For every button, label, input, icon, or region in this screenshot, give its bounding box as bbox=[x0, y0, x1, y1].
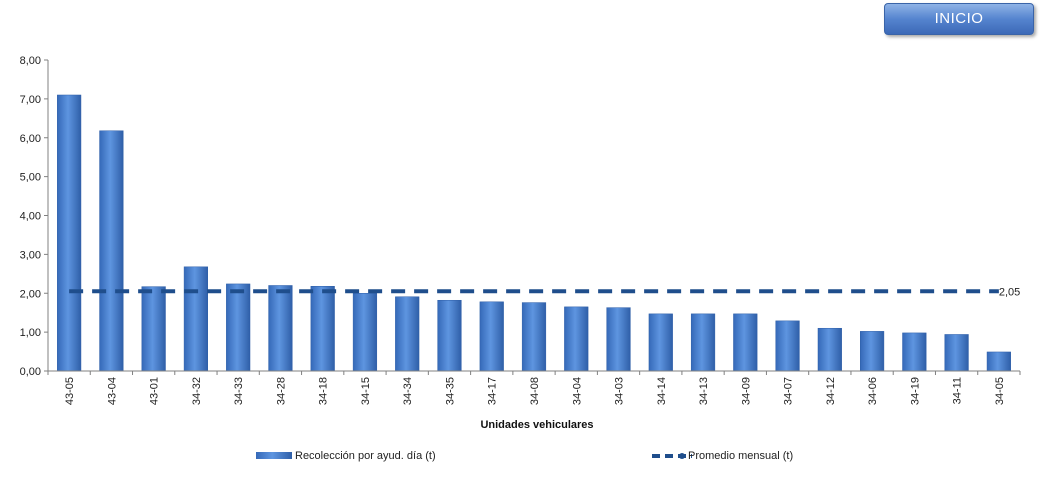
bar-34-34 bbox=[395, 296, 420, 372]
bar-34-07 bbox=[775, 320, 800, 372]
legend: Recolección por ayud. día (t) Promedio m… bbox=[256, 450, 793, 462]
bar-34-17 bbox=[479, 301, 504, 372]
bar-34-28 bbox=[268, 285, 293, 372]
y-axis: 0,00 1,00 2,00 3,00 4,00 5,00 6,00 7,00 8,00 bbox=[20, 55, 49, 378]
bar-43-04 bbox=[99, 130, 124, 372]
legend-label-average: Promedio mensual (t) bbox=[688, 450, 793, 462]
x-tick-label: 34-06 bbox=[867, 377, 879, 405]
inicio-button[interactable]: INICIO bbox=[884, 3, 1034, 35]
x-axis: 43-05 43-04 43-01 34-32 34-33 34-28 34-18 34-15… bbox=[47, 370, 1021, 405]
bar-34-35 bbox=[437, 299, 462, 372]
bar-34-03 bbox=[606, 307, 631, 372]
bar-34-19 bbox=[902, 332, 927, 372]
x-tick-label: 34-03 bbox=[614, 377, 626, 405]
legend-label-bar: Recolección por ayud. día (t) bbox=[295, 450, 436, 462]
bar-34-11 bbox=[944, 334, 969, 372]
x-tick-label: 34-19 bbox=[909, 377, 921, 405]
y-tick-label: 1,00 bbox=[20, 327, 41, 339]
y-tick-label: 4,00 bbox=[20, 211, 41, 223]
legend-swatch-bar bbox=[256, 452, 292, 459]
y-tick-label: 2,00 bbox=[20, 288, 41, 300]
y-tick-label: 5,00 bbox=[20, 172, 41, 184]
x-tick-label: 43-05 bbox=[64, 377, 76, 405]
bars bbox=[57, 94, 1011, 372]
x-tick-label: 34-05 bbox=[994, 377, 1006, 405]
x-tick-label: 34-34 bbox=[402, 377, 414, 405]
bar-34-18 bbox=[310, 286, 335, 372]
x-tick-label: 34-08 bbox=[529, 377, 541, 405]
bar-34-15 bbox=[352, 293, 378, 372]
x-tick-label: 34-15 bbox=[360, 377, 372, 405]
bar-34-04 bbox=[564, 306, 589, 372]
bar-43-01 bbox=[141, 286, 166, 372]
y-tick-label: 0,00 bbox=[20, 366, 41, 378]
x-tick-label: 34-11 bbox=[952, 377, 964, 404]
x-tick-label: 34-04 bbox=[571, 377, 583, 405]
x-tick-label: 43-04 bbox=[106, 377, 118, 405]
x-tick-label: 34-12 bbox=[825, 377, 837, 405]
x-axis-title: Unidades vehiculares bbox=[480, 419, 593, 431]
x-tick-label: 34-07 bbox=[783, 377, 795, 405]
y-tick-label: 7,00 bbox=[20, 94, 41, 106]
x-tick-label: 34-13 bbox=[698, 377, 710, 405]
bar-34-33 bbox=[226, 283, 251, 372]
average-value-label: 2,05 bbox=[999, 286, 1020, 298]
x-tick-label: 34-09 bbox=[740, 377, 752, 405]
bar-34-32 bbox=[183, 266, 208, 372]
legend-marker-average bbox=[679, 453, 685, 459]
bar-34-13 bbox=[690, 313, 716, 372]
bar-34-09 bbox=[733, 313, 758, 372]
bar-34-08 bbox=[521, 302, 547, 372]
bar-34-05 bbox=[986, 351, 1011, 372]
x-tick-label: 34-28 bbox=[275, 377, 287, 405]
y-tick-label: 6,00 bbox=[20, 133, 41, 145]
average-line: 2,05 bbox=[69, 286, 1020, 298]
bar-43-05 bbox=[57, 94, 82, 372]
x-tick-label: 34-33 bbox=[233, 377, 245, 405]
x-tick-label: 34-32 bbox=[191, 377, 203, 405]
x-tick-label: 43-01 bbox=[149, 377, 161, 405]
y-tick-label: 8,00 bbox=[20, 55, 41, 67]
bar-34-14 bbox=[648, 313, 673, 372]
x-tick-label: 34-17 bbox=[487, 377, 499, 405]
x-tick-label: 34-18 bbox=[318, 377, 330, 405]
x-tick-label: 34-35 bbox=[444, 377, 456, 405]
bar-34-06 bbox=[860, 331, 885, 372]
x-tick-label: 34-14 bbox=[656, 377, 668, 405]
bar-34-12 bbox=[817, 327, 842, 372]
y-tick-label: 3,00 bbox=[20, 249, 41, 261]
